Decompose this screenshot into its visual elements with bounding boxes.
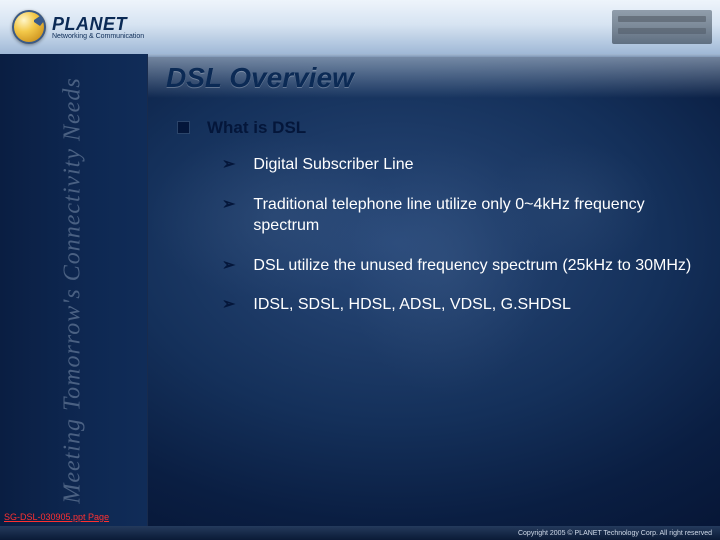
slide-content: What is DSL ➢ Digital Subscriber Line ➢ … — [178, 118, 692, 334]
bullet-level2: ➢ Traditional telephone line utilize onl… — [222, 194, 692, 237]
globe-icon — [12, 10, 46, 44]
level2-item: Traditional telephone line utilize only … — [253, 194, 692, 237]
level2-item: DSL utilize the unused frequency spectru… — [253, 255, 691, 277]
logo-text-block: PLANET Networking & Communication — [52, 15, 144, 40]
arrow-bullet-icon: ➢ — [222, 195, 235, 214]
logo-tagline: Networking & Communication — [52, 33, 144, 40]
equipment-graphic — [612, 10, 712, 44]
bullet-level2: ➢ IDSL, SDSL, HDSL, ADSL, VDSL, G.SHDSL — [222, 294, 692, 316]
level2-item: Digital Subscriber Line — [253, 154, 413, 176]
arrow-bullet-icon: ➢ — [222, 155, 235, 174]
level1-heading: What is DSL — [207, 118, 306, 138]
side-slogan: Meeting Tomorrow's Connectivity Needs — [60, 77, 87, 503]
slide-footnote: SG-DSL-030905.ppt Page — [4, 512, 109, 522]
bullet-level2: ➢ DSL utilize the unused frequency spect… — [222, 255, 692, 277]
arrow-bullet-icon: ➢ — [222, 256, 235, 275]
slide-title: DSL Overview — [166, 62, 354, 94]
sub-bullet-list: ➢ Digital Subscriber Line ➢ Traditional … — [222, 154, 692, 316]
level2-item: IDSL, SDSL, HDSL, ADSL, VDSL, G.SHDSL — [253, 294, 570, 316]
left-side-strip: Meeting Tomorrow's Connectivity Needs — [0, 54, 148, 526]
top-banner: PLANET Networking & Communication — [0, 0, 720, 54]
bullet-level1: What is DSL — [178, 118, 692, 138]
copyright-text: Copyright 2005 © PLANET Technology Corp.… — [518, 530, 712, 537]
bullet-level2: ➢ Digital Subscriber Line — [222, 154, 692, 176]
logo-name: PLANET — [52, 15, 144, 33]
square-bullet-icon — [178, 122, 189, 133]
footer-bar: Copyright 2005 © PLANET Technology Corp.… — [0, 526, 720, 540]
arrow-bullet-icon: ➢ — [222, 295, 235, 314]
brand-logo: PLANET Networking & Communication — [12, 10, 144, 44]
